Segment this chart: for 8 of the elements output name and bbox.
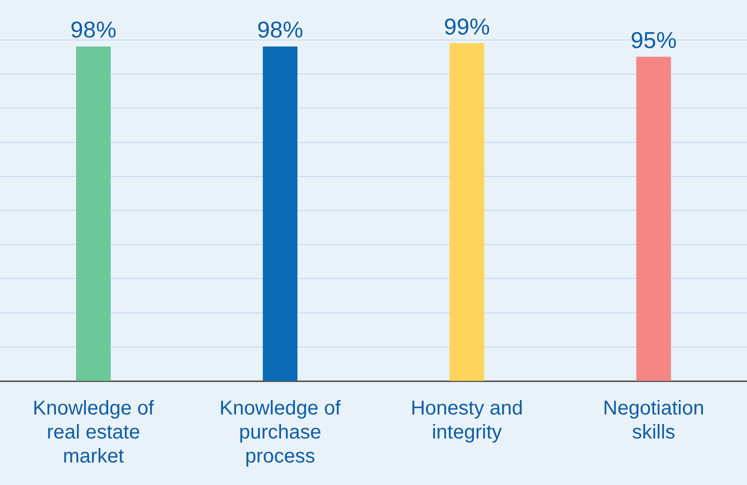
- x-tick-label: Negotiation skills: [603, 398, 704, 444]
- data-label: 98%: [70, 16, 116, 43]
- x-tick-label: Knowledge of real estate market: [32, 398, 154, 468]
- x-tick-label: Knowledge of purchase process: [220, 398, 342, 468]
- data-label: 98%: [257, 16, 304, 43]
- data-label: 95%: [630, 26, 677, 53]
- x-tick-label: Honesty and integrity: [410, 398, 524, 444]
- data-label: 99%: [444, 13, 490, 40]
